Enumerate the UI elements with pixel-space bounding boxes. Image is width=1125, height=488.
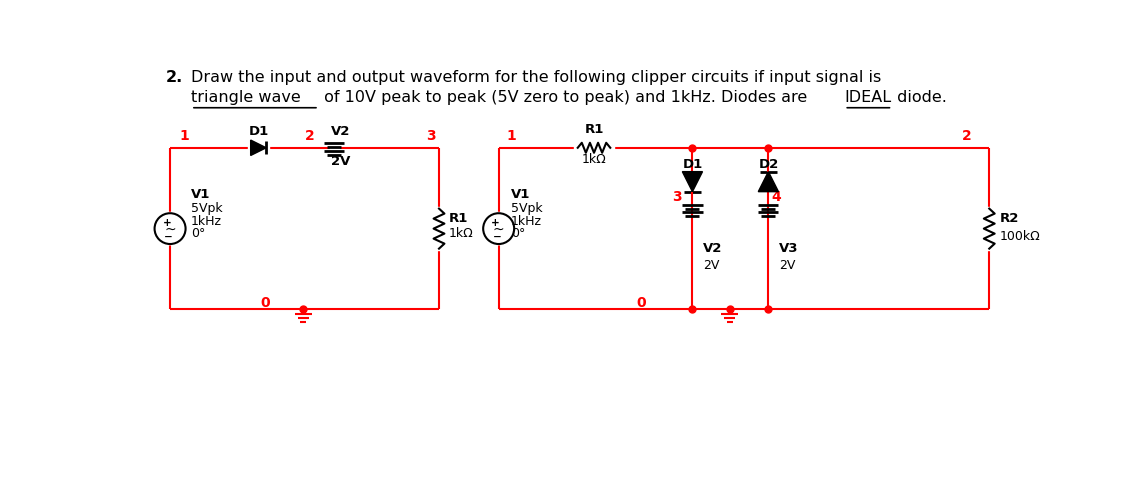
Text: 5Vpk: 5Vpk xyxy=(191,201,223,214)
Text: diode.: diode. xyxy=(892,90,947,105)
Text: 2V: 2V xyxy=(703,259,720,272)
Text: 1kΩ: 1kΩ xyxy=(449,226,474,240)
Text: V2: V2 xyxy=(331,124,350,137)
Polygon shape xyxy=(574,142,614,155)
Text: −: − xyxy=(493,231,502,241)
Text: ~: ~ xyxy=(164,222,176,236)
Text: D1: D1 xyxy=(682,157,702,170)
Polygon shape xyxy=(981,207,997,251)
Text: IDEAL: IDEAL xyxy=(845,90,891,105)
Text: +: + xyxy=(163,218,171,227)
Text: 1: 1 xyxy=(506,129,516,143)
Text: 1kHz: 1kHz xyxy=(511,214,542,227)
Polygon shape xyxy=(330,144,339,153)
Text: 5Vpk: 5Vpk xyxy=(511,201,542,214)
Text: R2: R2 xyxy=(999,211,1019,224)
Polygon shape xyxy=(251,141,267,156)
Text: 2: 2 xyxy=(305,129,315,143)
Text: 4: 4 xyxy=(772,189,781,203)
Polygon shape xyxy=(757,171,780,193)
Text: D2: D2 xyxy=(758,157,778,170)
Text: +: + xyxy=(492,218,500,227)
Text: 100kΩ: 100kΩ xyxy=(999,229,1041,243)
Text: 0: 0 xyxy=(261,295,270,309)
Polygon shape xyxy=(758,172,778,192)
Text: V2: V2 xyxy=(703,242,722,255)
Text: V3: V3 xyxy=(780,242,799,255)
Text: −: − xyxy=(164,231,173,241)
Text: of 10V peak to peak (5V zero to peak) and 1kHz. Diodes are: of 10V peak to peak (5V zero to peak) an… xyxy=(318,90,812,105)
Text: 1: 1 xyxy=(179,129,189,143)
Text: 0°: 0° xyxy=(511,226,525,240)
Text: 2V: 2V xyxy=(780,259,795,272)
Text: Draw the input and output waveform for the following clipper circuits if input s: Draw the input and output waveform for t… xyxy=(191,69,881,84)
Text: 2.: 2. xyxy=(165,69,182,84)
Text: 1kHz: 1kHz xyxy=(191,214,222,227)
Polygon shape xyxy=(431,207,447,251)
Text: V1: V1 xyxy=(511,188,531,201)
Text: V1: V1 xyxy=(191,188,210,201)
Text: 3: 3 xyxy=(672,189,682,203)
Text: 2V: 2V xyxy=(331,155,350,168)
Circle shape xyxy=(483,213,515,245)
Text: 3: 3 xyxy=(426,129,435,143)
Text: triangle wave: triangle wave xyxy=(191,90,300,105)
Polygon shape xyxy=(682,171,703,193)
Circle shape xyxy=(154,213,187,245)
Text: 2: 2 xyxy=(962,129,971,143)
Text: R1: R1 xyxy=(449,211,468,224)
Polygon shape xyxy=(248,139,269,159)
Polygon shape xyxy=(683,172,702,192)
Text: D1: D1 xyxy=(249,124,269,137)
Text: 1kΩ: 1kΩ xyxy=(582,153,606,166)
Text: R1: R1 xyxy=(584,123,604,136)
Text: ~: ~ xyxy=(493,222,504,236)
Text: 0: 0 xyxy=(637,295,646,309)
Text: 0°: 0° xyxy=(191,226,206,240)
